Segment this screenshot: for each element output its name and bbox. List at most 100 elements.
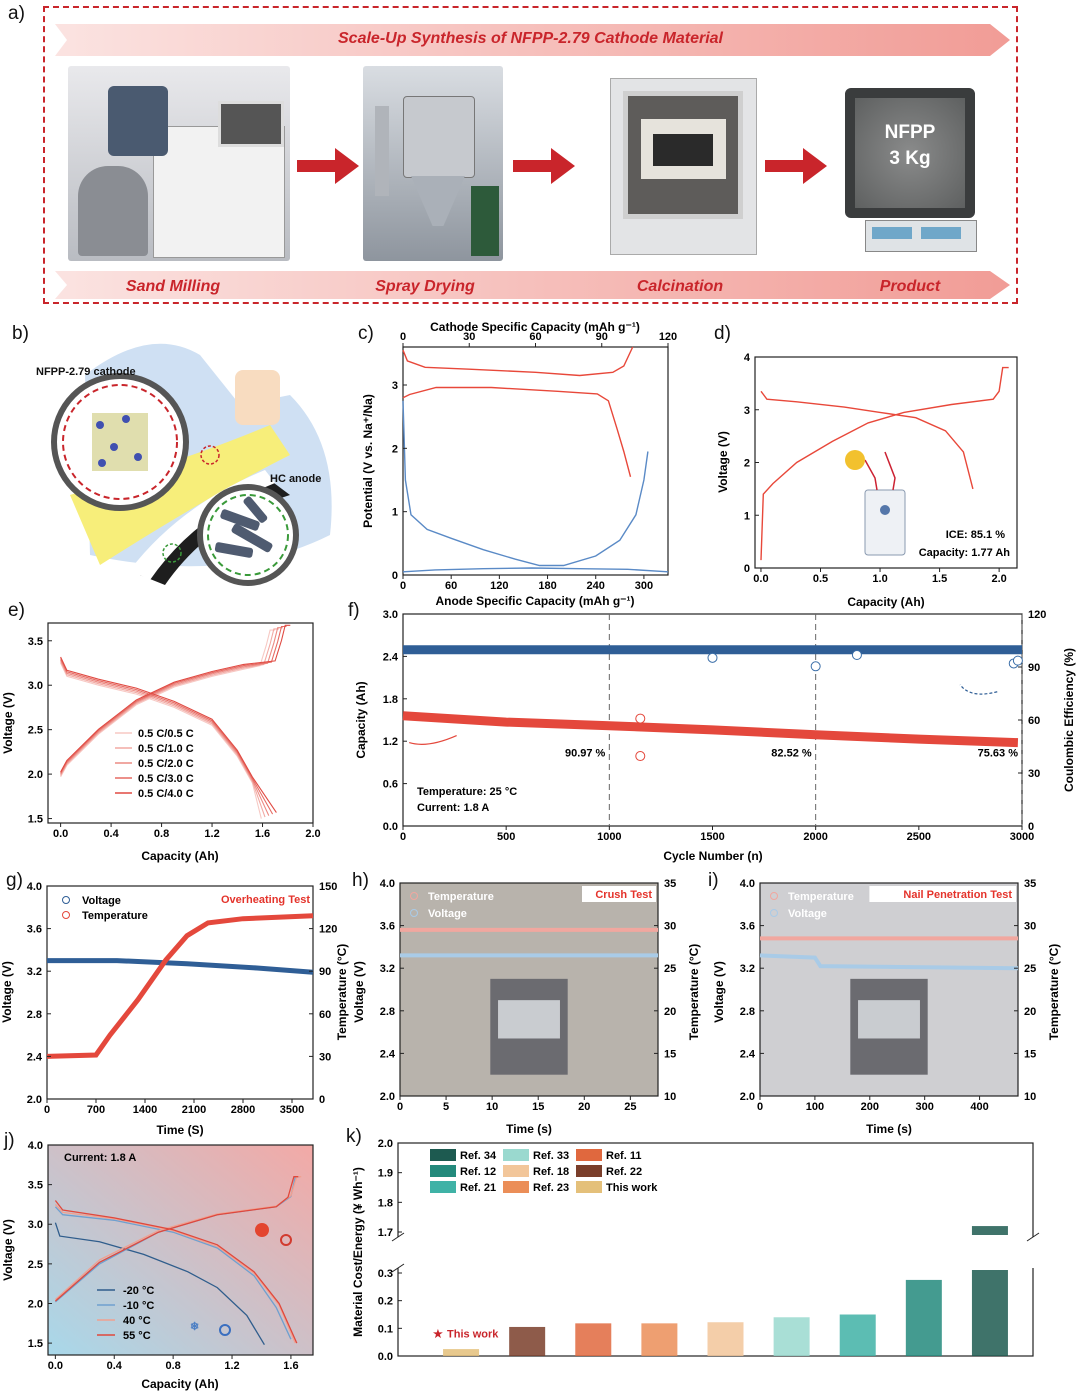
hard-carbon-icon [214, 496, 273, 558]
f-outlier-4 [810, 661, 821, 672]
arrow-2-icon [513, 148, 575, 184]
h-y-tick-label-4: 3.6 [380, 921, 395, 933]
c-x-tick-label-3: 180 [538, 580, 556, 592]
f-y-tick-label-4: 2.4 [383, 651, 399, 663]
c-x-tick-label-1: 60 [445, 580, 457, 592]
f-outlier-2 [707, 652, 718, 663]
thermometer-hot-icon [280, 1234, 292, 1246]
i-y-tick-label-2: 2.8 [740, 1006, 755, 1018]
i-y-tick-label-0: 2.0 [740, 1091, 755, 1103]
g-y2-tick-label-1: 30 [319, 1051, 331, 1063]
i-ylabel: Voltage (V) [712, 961, 726, 1023]
i-x-tick-label-2: 200 [861, 1101, 879, 1113]
i-xlabel: Time (s) [866, 1122, 912, 1136]
e-legend-0: 0.5 C/0.5 C [138, 728, 194, 740]
h-y-tick-label-3: 3.2 [380, 963, 395, 975]
i-title: Nail Penetration Test [903, 889, 1012, 901]
g-y-tick-label-2: 2.8 [27, 1009, 42, 1021]
schematic-title: Scale-Up Synthesis of NFPP-2.79 Cathode … [338, 30, 723, 47]
k-ylow-tick-label-1: 0.1 [378, 1323, 393, 1335]
g-y2-tick-label-5: 150 [319, 881, 337, 893]
e-x-tick-label-1: 0.4 [103, 828, 119, 840]
c-y-tick-label-3: 3 [392, 380, 398, 392]
c-series-2 [402, 400, 649, 567]
j-legend-3: 55 °C [123, 1330, 151, 1342]
d-y-tick-label-0: 0 [744, 563, 750, 575]
chart-d: 0.0 0.5 1.0 1.5 2.0 0 1 2 3 4 Capacity (Ah) Voltage… [716, 352, 1018, 609]
i-x-tick-label-4: 400 [970, 1101, 988, 1113]
f-arrow-capacity-icon [409, 734, 457, 745]
i-y2-tick-label-3: 25 [1024, 963, 1036, 975]
k-this-work-label: This work [447, 1328, 499, 1340]
i-x-tick-label-3: 300 [916, 1101, 934, 1113]
h-cell-under-test-icon [498, 1000, 560, 1039]
f-annotation-0: Temperature: 25 °C [417, 786, 517, 798]
i-legend-0: Temperature [788, 891, 854, 903]
i-y2label: Temperature (°C) [1047, 944, 1061, 1041]
g-y-tick-label-3: 3.2 [27, 966, 42, 978]
f-y-tick-label-0: 0.0 [383, 821, 398, 833]
arrow-1-icon [297, 148, 359, 184]
sand-mill-image [68, 66, 290, 261]
k-yhigh-tick-label-0: 1.7 [378, 1227, 393, 1239]
panel-label-k: k) [346, 1126, 362, 1147]
k-legend-7: Ref. 22 [606, 1166, 642, 1178]
k-bar-2 [575, 1323, 612, 1356]
e-y-tick-label-0: 1.5 [28, 814, 43, 826]
i-legend-1: Voltage [788, 908, 827, 920]
k-legend-3: Ref. 33 [533, 1150, 569, 1162]
e-charge-1 [60, 628, 279, 776]
chart-e: 0.5 C/0.5 C 0.5 C/1.0 C 0.5 C/2.0 C 0.5 C/3… [1, 622, 321, 863]
g-x-tick-label-0: 0 [44, 1104, 50, 1116]
step-calcination: Calcination [636, 278, 724, 295]
h-y2-tick-label-0: 10 [664, 1091, 676, 1103]
k-break-mark-1 [391, 1263, 405, 1273]
panel-label-h: h) [352, 870, 369, 891]
j-discharge-2 [54, 1203, 296, 1344]
h-title: Crush Test [595, 889, 652, 901]
g-legend-swatch-1 [62, 911, 70, 919]
j-charge-3 [54, 1176, 299, 1302]
i-cell-under-test-icon [858, 1000, 920, 1039]
i-y2-tick-label-1: 15 [1024, 1048, 1036, 1060]
chart-h: 0 5 10 15 20 25 2.0 2.4 2.8 3.2 3.6 4.0 10 15 20 25 30 35… [352, 878, 701, 1136]
steps-banner [55, 271, 1010, 299]
panel-label-g: g) [6, 870, 23, 891]
i-legend-swatch-1 [770, 909, 778, 917]
e-x-tick-label-3: 1.2 [204, 828, 219, 840]
e-x-tick-label-5: 2.0 [305, 828, 320, 840]
k-legend-swatch-7 [576, 1165, 602, 1177]
k-break-mark-0 [391, 1232, 405, 1242]
c-x2-tick-label-4: 120 [659, 331, 677, 343]
c-y-tick-label-1: 1 [392, 507, 398, 519]
g-voltage-series [47, 958, 314, 975]
g-ylabel: Voltage (V) [0, 961, 14, 1023]
h-title-box [582, 886, 656, 902]
h-legend-0: Temperature [428, 891, 494, 903]
g-x-tick-label-2: 1400 [133, 1104, 157, 1116]
e-discharge-1 [60, 661, 266, 818]
e-charge-2 [60, 627, 283, 775]
j-x-tick-label-2: 0.8 [165, 1360, 180, 1372]
f-xlabel: Cycle Number (n) [663, 849, 762, 863]
h-y2-tick-label-2: 20 [664, 1006, 676, 1018]
chart-f: 90.97 % 82.52 % 75.63 % 0 500 1000 1500 2000 250… [354, 609, 1076, 863]
e-charge-3 [60, 625, 287, 774]
h-x-tick-label-4: 20 [578, 1101, 590, 1113]
k-legend-5: Ref. 23 [533, 1182, 569, 1194]
h-y-tick-label-2: 2.8 [380, 1006, 395, 1018]
k-yhigh-tick-label-3: 2.0 [378, 1138, 393, 1150]
panel-label-b: b) [12, 323, 29, 344]
c-x-tick-label-0: 0 [400, 580, 406, 592]
d-annotation-1: Capacity: 1.77 Ah [919, 547, 1011, 559]
k-bar-5 [773, 1317, 810, 1356]
duck-icon [845, 450, 865, 470]
h-y2-tick-label-1: 15 [664, 1048, 676, 1060]
f-y-tick-label-3: 1.8 [383, 694, 398, 706]
chart-j: -20 °C -10 °C 40 °C 55 °C Current: 1.8 A ❄ 0.0… [1, 1140, 314, 1391]
j-legend-1: -10 °C [123, 1300, 154, 1312]
f-outlier-1 [635, 751, 646, 762]
g-y2label: Temperature (°C) [335, 944, 349, 1041]
k-yhigh-tick-label-2: 1.9 [378, 1168, 393, 1180]
c-x-tick-label-5: 300 [635, 580, 653, 592]
